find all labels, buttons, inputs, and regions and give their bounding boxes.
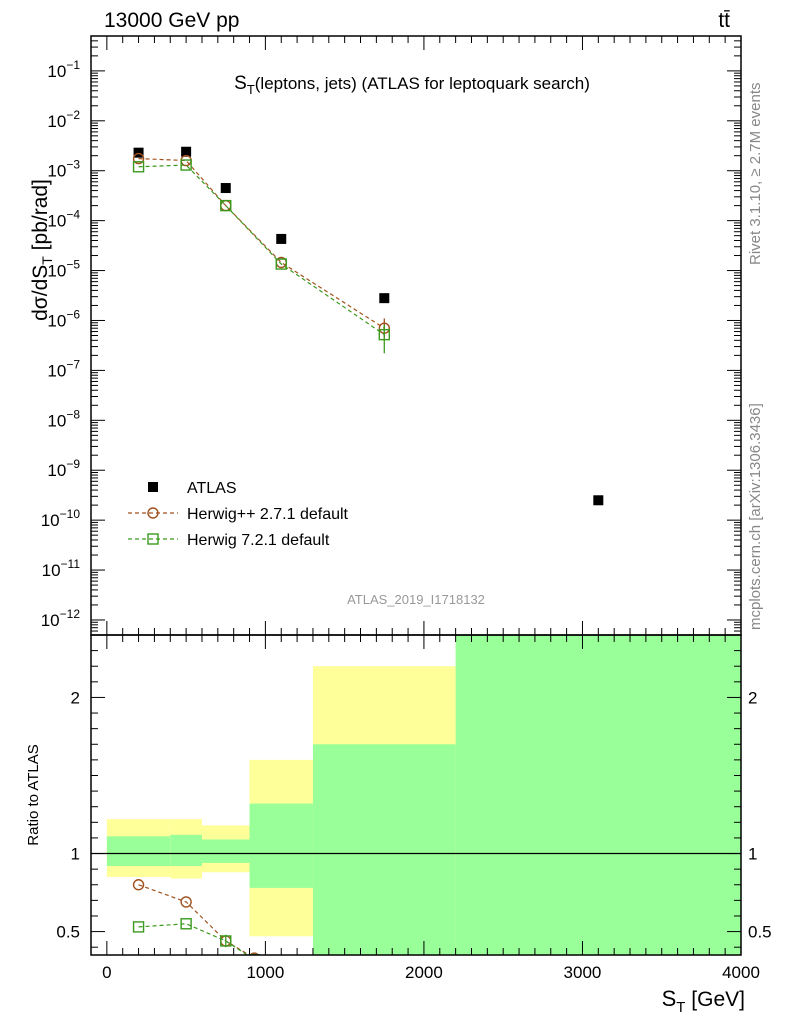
- data-point-0-4: [379, 293, 390, 304]
- ratio-band-green-2: [201, 839, 250, 863]
- ytick-label: 10−11: [42, 557, 81, 580]
- series-line-1: [138, 157, 385, 329]
- ytick-label: 10−2: [47, 108, 80, 131]
- ratio-frame: [90, 634, 742, 956]
- ytick-label: 10−4: [47, 208, 80, 231]
- ratio-ytick-label-left: 2: [71, 688, 80, 707]
- ratio-xlabel: ST [GeV]: [662, 986, 745, 1016]
- data-point-2-0: [132, 161, 145, 173]
- xtick-label: 4000: [722, 963, 760, 982]
- legend-label-2: Herwig 7.2.1 default: [187, 532, 330, 549]
- ratio-band-green-1: [170, 834, 202, 867]
- data-point-2-1: [180, 159, 192, 171]
- data-point-2-3: [275, 258, 287, 270]
- ratio-ytick-label-right: 2: [748, 688, 757, 707]
- ratio-panel: [91, 635, 741, 955]
- ratio-series-1: [132, 918, 260, 955]
- series-line-2: [138, 164, 385, 336]
- data-point-0-2: [220, 183, 231, 194]
- ratio-band-green-3: [249, 803, 313, 888]
- ytick-label: 10−10: [41, 507, 81, 530]
- xtick-label: 1000: [246, 963, 284, 982]
- ratio-band-green-0: [106, 836, 171, 867]
- data-point-0-1: [181, 146, 192, 157]
- ratio-point-0-0: [132, 879, 145, 891]
- header: 13000 GeV pp tt̄: [104, 9, 730, 32]
- ratio-band-green-5: [455, 635, 741, 955]
- ratio-point-1-0: [132, 921, 145, 933]
- main-ylabel: dσ/dST [pb/rad]: [29, 179, 55, 321]
- ratio-ytick-label-left: 0.5: [56, 923, 80, 942]
- header-right: tt̄: [718, 9, 730, 32]
- ratio-point-0-1: [180, 896, 192, 908]
- ratio-point-0-3: [249, 952, 260, 955]
- ytick-label: 10−7: [47, 357, 80, 380]
- ytick-label: 10−3: [47, 158, 80, 181]
- ratio-ytick-label-left: 1: [71, 845, 80, 864]
- ratio-point-1-1: [180, 918, 192, 930]
- xtick-label: 3000: [564, 963, 602, 982]
- ytick-label: 10−5: [47, 258, 80, 281]
- data-point-2-4: [378, 328, 390, 341]
- ytick-label: 10−12: [41, 607, 81, 630]
- ratio-line-1: [138, 923, 249, 955]
- ratio-point-1-2: [220, 935, 232, 947]
- ratio-ytick-label-right: 0.5: [748, 923, 772, 942]
- legend-marker-1: [147, 507, 159, 519]
- ytick-label: 10−6: [47, 307, 80, 330]
- ratio-ytick-label-right: 1: [748, 845, 757, 864]
- data-point-0-3: [276, 233, 287, 244]
- ratio-marks: [132, 879, 260, 955]
- legend: ATLAS Herwig++ 2.7.1 default Herwig 7.2.1 …: [128, 480, 349, 549]
- mcplots-label: mcplots.cern.ch [arXiv:1306.3436]: [747, 403, 764, 630]
- ytick-label: 10−1: [47, 58, 80, 81]
- data-point-1-0: [132, 152, 145, 165]
- header-left: 13000 GeV pp: [104, 9, 239, 32]
- data-point-0-5: [593, 495, 604, 506]
- legend-marker-0: [148, 482, 158, 492]
- ytick-label: 10−9: [47, 457, 80, 480]
- legend-marker-2: [147, 533, 159, 545]
- ratio-line-0: [138, 884, 251, 955]
- axes: 10−1210−1110−1010−910−810−710−610−510−41…: [41, 35, 772, 982]
- legend-label-1: Herwig++ 2.7.1 default: [187, 506, 349, 523]
- legend-label-0: ATLAS: [187, 480, 237, 497]
- main-title-text: ST(leptons, jets) (ATLAS for leptoquark …: [234, 73, 590, 97]
- main-title: ST(leptons, jets) (ATLAS for leptoquark …: [234, 73, 590, 97]
- ratio-band-green-4: [312, 744, 456, 955]
- watermark: ATLAS_2019_I1718132: [347, 592, 485, 607]
- ratio-ylabel: Ratio to ATLAS: [25, 744, 42, 845]
- ytick-label: 10−8: [47, 407, 80, 430]
- rivet-label: Rivet 3.1.10, ≥ 2.7M events: [747, 83, 764, 266]
- series-0: [133, 146, 604, 506]
- xtick-label: 0: [102, 963, 111, 982]
- xtick-label: 2000: [405, 963, 443, 982]
- chart-marks: [132, 146, 604, 955]
- series-2: [132, 159, 390, 354]
- data-point-0-0: [133, 147, 144, 158]
- data-point-2-2: [220, 199, 232, 212]
